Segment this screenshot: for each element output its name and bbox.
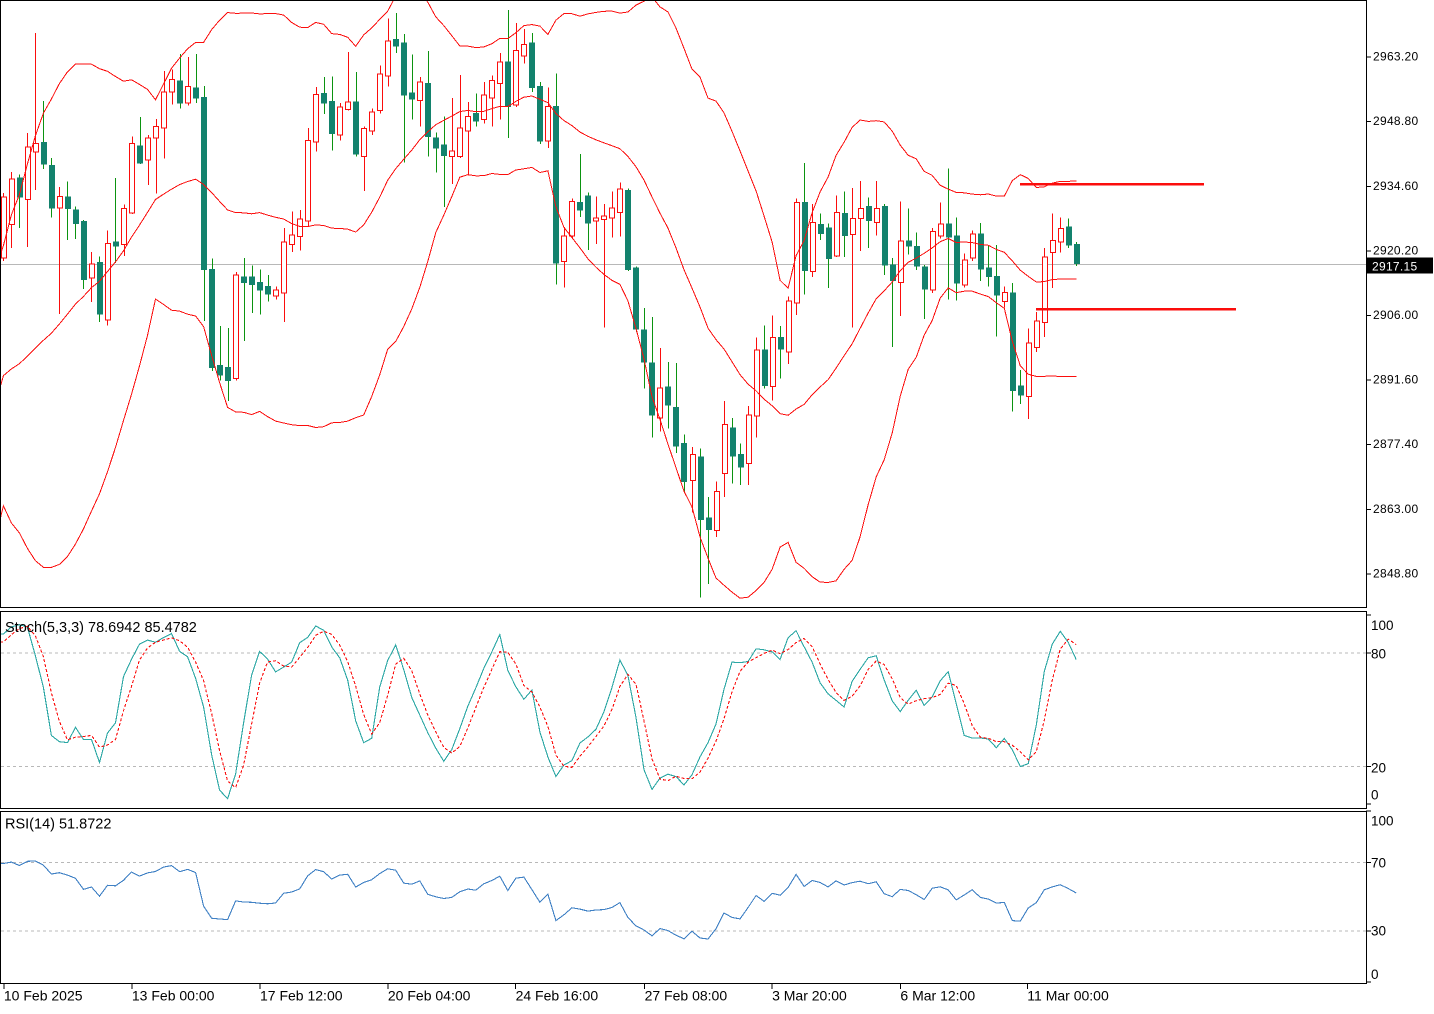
svg-text:2917.15: 2917.15 xyxy=(1372,260,1418,274)
svg-text:2877.40: 2877.40 xyxy=(1373,437,1419,451)
svg-text:0: 0 xyxy=(1371,788,1379,803)
svg-text:2891.60: 2891.60 xyxy=(1373,373,1419,387)
svg-text:2848.80: 2848.80 xyxy=(1373,566,1419,580)
svg-text:2906.00: 2906.00 xyxy=(1373,308,1419,322)
svg-text:2948.80: 2948.80 xyxy=(1373,114,1419,128)
svg-text:RSI(14) 51.8722: RSI(14) 51.8722 xyxy=(5,817,111,833)
svg-text:27 Feb 08:00: 27 Feb 08:00 xyxy=(645,988,728,1004)
svg-text:100: 100 xyxy=(1371,618,1394,633)
svg-text:2920.20: 2920.20 xyxy=(1373,243,1419,257)
svg-text:13 Feb 00:00: 13 Feb 00:00 xyxy=(132,988,215,1004)
svg-text:2963.20: 2963.20 xyxy=(1373,50,1419,64)
svg-text:24 Feb 16:00: 24 Feb 16:00 xyxy=(516,988,599,1004)
svg-text:17 Feb 12:00: 17 Feb 12:00 xyxy=(260,988,343,1004)
svg-text:11 Mar 00:00: 11 Mar 00:00 xyxy=(1027,988,1109,1004)
svg-text:3 Mar 20:00: 3 Mar 20:00 xyxy=(772,988,847,1004)
svg-text:100: 100 xyxy=(1371,814,1394,829)
svg-text:10 Feb 2025: 10 Feb 2025 xyxy=(4,988,83,1004)
svg-text:0: 0 xyxy=(1371,967,1379,982)
svg-text:80: 80 xyxy=(1371,647,1386,662)
svg-text:Stoch(5,3,3) 78.6942 85.4782: Stoch(5,3,3) 78.6942 85.4782 xyxy=(5,620,197,636)
svg-text:30: 30 xyxy=(1371,924,1386,939)
svg-text:2934.60: 2934.60 xyxy=(1373,179,1419,193)
svg-text:70: 70 xyxy=(1371,855,1386,870)
svg-text:20 Feb 04:00: 20 Feb 04:00 xyxy=(388,988,471,1004)
svg-text:2863.00: 2863.00 xyxy=(1373,502,1419,516)
svg-text:20: 20 xyxy=(1371,760,1386,775)
svg-text:6 Mar 12:00: 6 Mar 12:00 xyxy=(900,988,975,1004)
